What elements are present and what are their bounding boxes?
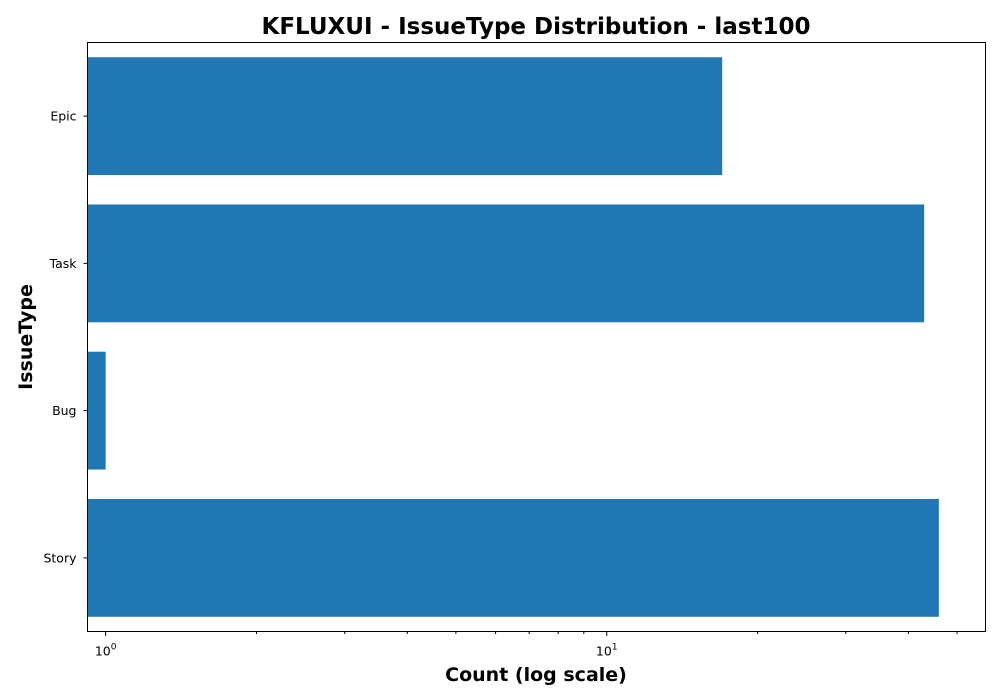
y-tick-label-task: Task xyxy=(49,256,78,271)
bar-epic xyxy=(87,57,723,176)
bar-story xyxy=(87,498,939,617)
chart-title: KFLUXUI - IssueType Distribution - last1… xyxy=(262,14,811,40)
plot-frame xyxy=(87,42,986,632)
x-axis-ticks: 100 101 xyxy=(95,631,958,659)
bars-group xyxy=(87,57,939,617)
y-tick-label-bug: Bug xyxy=(52,403,76,418)
bar-task xyxy=(87,204,925,323)
x-axis-label: Count (log scale) xyxy=(445,664,627,686)
y-tick-label-epic: Epic xyxy=(50,109,76,124)
x-tick-label: 100 xyxy=(95,643,117,659)
y-axis-label: IssueType xyxy=(15,284,37,390)
y-tick-label-story: Story xyxy=(43,550,77,565)
x-tick-label: 101 xyxy=(596,643,618,659)
y-axis-ticks: Epic Task Bug Story xyxy=(43,109,88,565)
bar-bug xyxy=(87,351,106,470)
